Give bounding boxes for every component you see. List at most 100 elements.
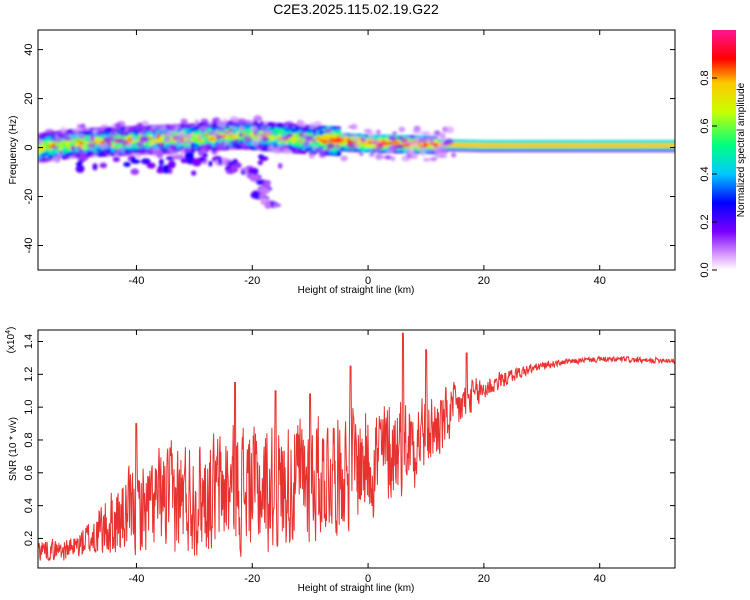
heatmap-cell: [378, 149, 383, 153]
spectrogram-panel: -40 -20 0 20 40 40 20 0 -20 -40 Height of straig…: [8, 29, 676, 296]
heatmap-cell: [510, 148, 515, 153]
heatmap-cell: [197, 147, 202, 151]
heatmap-cell: [479, 140, 484, 144]
heatmap-cell: [628, 142, 633, 146]
heatmap-cell: [152, 144, 157, 148]
heatmap-cell: [611, 144, 616, 148]
heatmap-cell: [135, 138, 140, 143]
heatmap-cell: [295, 132, 300, 136]
heatmap-cell: [44, 145, 50, 149]
heatmap-cell: [176, 130, 182, 134]
heatmap-speckle: [433, 153, 443, 158]
heatmap-cell: [267, 128, 272, 132]
heatmap-cell: [639, 146, 644, 150]
heatmap-cell: [79, 128, 84, 132]
heatmap-cell: [65, 151, 70, 155]
heatmap-blob: [230, 164, 236, 172]
heatmap-speckle: [239, 142, 246, 147]
heatmap-speckle: [211, 150, 218, 155]
heatmap-cell: [48, 142, 53, 146]
heatmap-speckle: [151, 125, 158, 130]
heatmap-cell: [343, 141, 348, 145]
heatmap-cell: [93, 153, 98, 158]
heatmap-speckle: [137, 131, 144, 136]
heatmap-cell: [364, 147, 369, 151]
heatmap-speckle: [40, 156, 50, 163]
heatmap-cell: [246, 131, 251, 135]
heatmap-cell: [312, 142, 317, 146]
heatmap-cell: [249, 122, 255, 126]
heatmap-cell: [83, 147, 88, 151]
heatmap-speckle: [409, 135, 415, 139]
heatmap-cell: [607, 146, 612, 150]
x-tick-label: 20: [478, 573, 490, 585]
heatmap-cell: [48, 133, 53, 138]
heatmap-cell: [420, 141, 425, 146]
heatmap-cell: [69, 142, 74, 146]
heatmap-speckle: [412, 129, 421, 134]
heatmap-cell: [69, 155, 74, 159]
heatmap-cell: [381, 141, 387, 145]
heatmap-cell: [312, 129, 317, 133]
heatmap-cell: [590, 146, 595, 150]
heatmap-cell: [270, 135, 275, 139]
heatmap-speckle: [77, 149, 85, 155]
heatmap-cell: [302, 126, 307, 130]
heatmap-cell: [288, 130, 293, 134]
heatmap-cell: [65, 153, 70, 157]
heatmap-cell: [555, 144, 560, 148]
heatmap-speckle: [284, 121, 294, 127]
heatmap-cell: [600, 144, 605, 148]
heatmap-cell: [621, 148, 626, 153]
heatmap-speckle: [66, 129, 72, 135]
heatmap-cell: [343, 137, 348, 141]
heatmap-cell: [267, 144, 272, 148]
heatmap-cell: [55, 141, 60, 146]
heatmap-cell: [434, 140, 439, 144]
heatmap-cell: [312, 136, 317, 140]
heatmap-speckle: [429, 157, 438, 162]
heatmap-cell: [86, 134, 91, 138]
heatmap-cell: [281, 125, 286, 129]
heatmap-cell: [288, 147, 293, 151]
heatmap-cell: [326, 134, 331, 138]
heatmap-cell: [347, 137, 352, 141]
heatmap-cell: [375, 134, 380, 138]
heatmap-cell: [121, 137, 126, 141]
heatmap-cell: [38, 135, 43, 139]
heatmap-cell: [249, 131, 255, 135]
heatmap-cell: [298, 128, 303, 132]
heatmap-speckle: [396, 144, 404, 150]
heatmap-cell: [295, 128, 300, 132]
y-tick-label: 0: [23, 144, 35, 150]
heatmap-blob: [158, 158, 164, 167]
heatmap-cell: [423, 144, 428, 148]
heatmap-cell: [218, 138, 223, 143]
heatmap-blob: [167, 160, 176, 169]
heatmap-cell: [124, 135, 129, 139]
heatmap-speckle: [242, 146, 250, 150]
heatmap-cell: [632, 144, 637, 148]
heatmap-cell: [194, 134, 199, 138]
heatmap-cell: [472, 146, 477, 150]
heatmap-blob: [180, 157, 188, 164]
heatmap-cell: [326, 139, 331, 143]
heatmap-cell: [229, 138, 234, 142]
heatmap-speckle: [243, 135, 253, 143]
heatmap-cell: [381, 134, 387, 138]
heatmap-blob: [75, 161, 83, 167]
heatmap-cell: [48, 147, 53, 151]
heatmap-cell: [479, 148, 484, 152]
heatmap-cell: [399, 148, 404, 152]
heatmap-cell: [138, 134, 143, 138]
heatmap-cell: [545, 140, 550, 144]
heatmap-cell: [170, 141, 175, 145]
heatmap-cell: [48, 145, 53, 149]
heatmap-cell: [381, 145, 387, 149]
heatmap-cell: [62, 147, 67, 151]
heatmap-cell: [170, 139, 175, 143]
heatmap-cell: [284, 141, 289, 145]
heatmap-cell: [364, 136, 369, 140]
colorbar: 0.0 0.2 0.4 0.6 0.8 Normalized spectral ampl…: [699, 30, 747, 278]
heatmap-cell: [319, 127, 324, 131]
